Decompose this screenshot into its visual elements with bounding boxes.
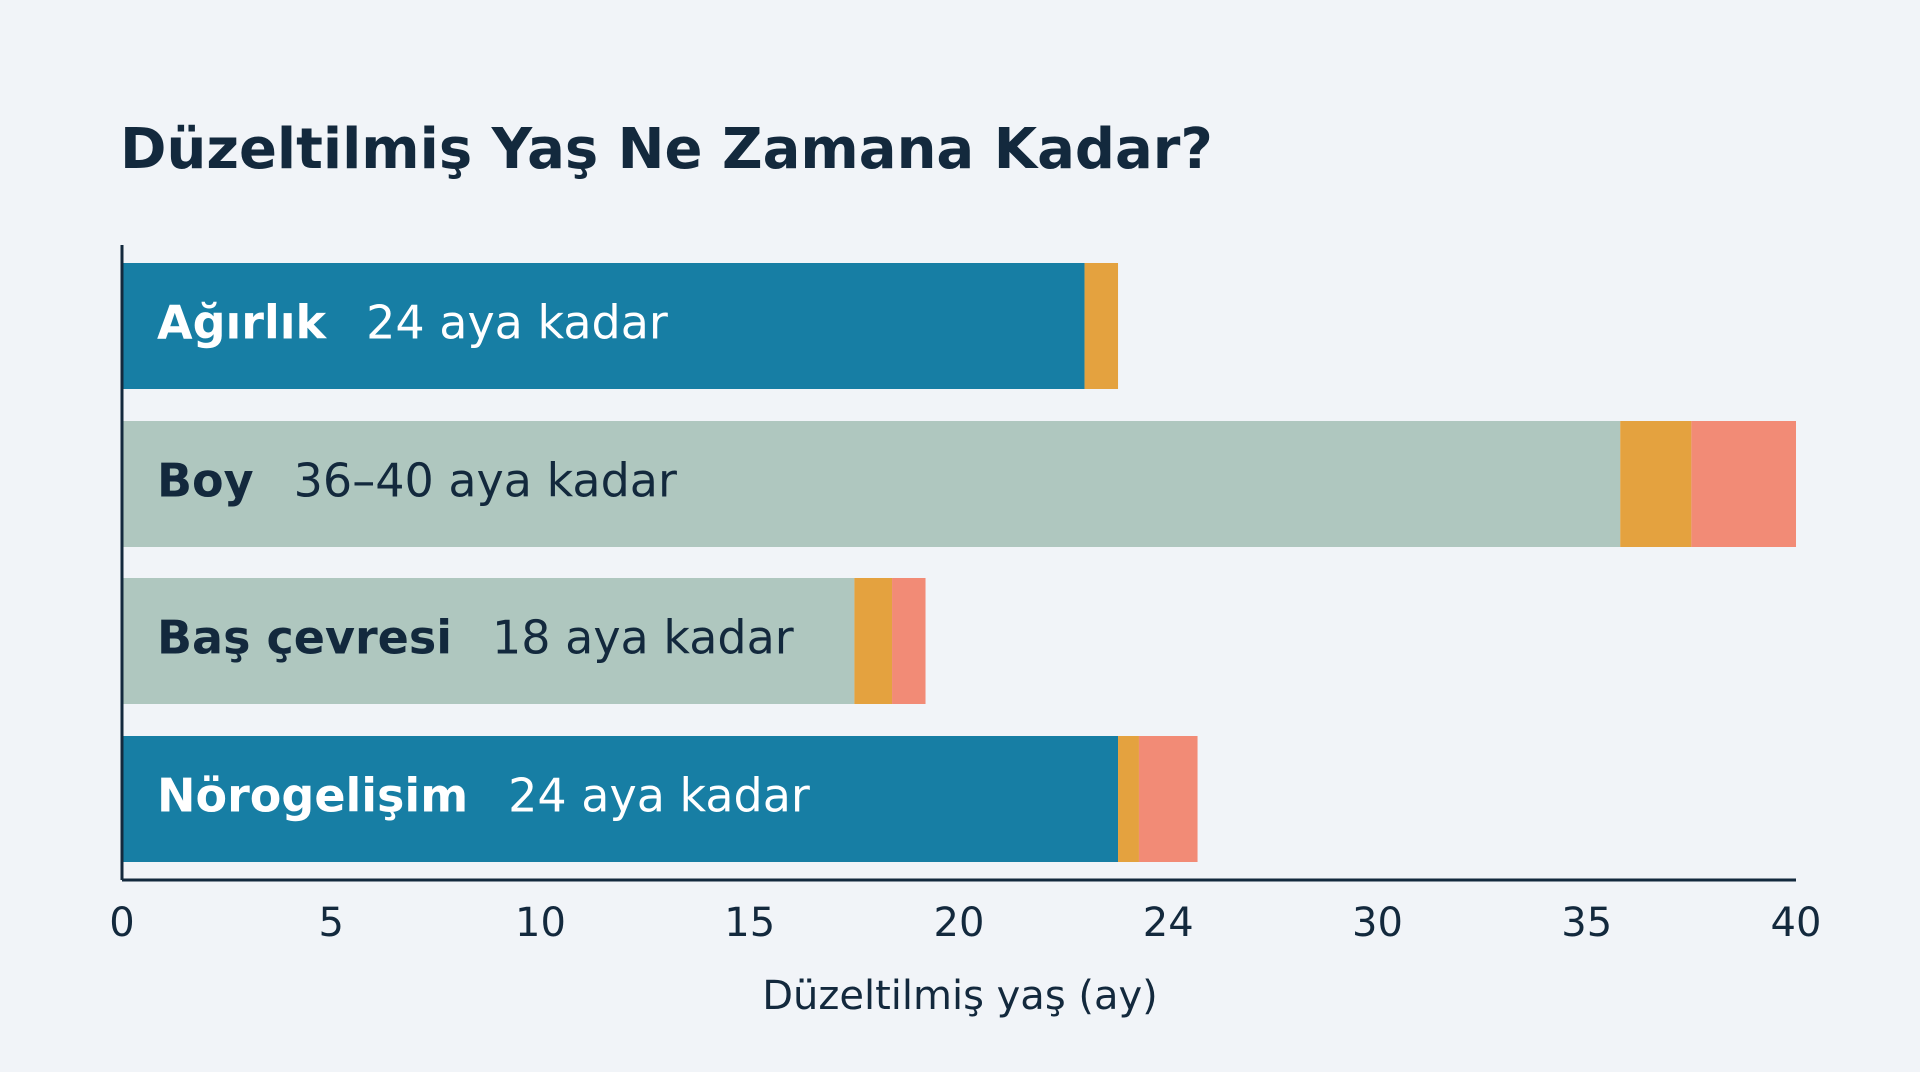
x-tick-label: 24: [1143, 900, 1194, 946]
category-label: Ağırlık: [157, 296, 328, 350]
bar-segment: [122, 421, 1621, 547]
x-tick-label: 20: [934, 900, 985, 946]
category-label: Baş çevresi: [157, 611, 452, 665]
bar-annotation: 24 aya kadar: [366, 296, 668, 350]
bar-segment: [892, 578, 926, 704]
bar-segment: [1691, 421, 1796, 547]
bar-segment: [122, 736, 1119, 862]
bar-annotation: 18 aya kadar: [492, 611, 794, 665]
category-label: Boy: [157, 454, 254, 508]
bar-segment: [122, 263, 1085, 389]
x-tick-label: 10: [515, 900, 566, 946]
x-axis-label: Düzeltilmiş yaş (ay): [762, 973, 1158, 1019]
x-tick-label: 5: [319, 900, 344, 946]
bar-segment: [122, 578, 855, 704]
x-tick-label: 40: [1771, 900, 1822, 946]
x-tick-label: 30: [1352, 900, 1403, 946]
bar-segment: [1084, 263, 1119, 389]
x-tick-label: 35: [1561, 900, 1612, 946]
bar-segment: [1138, 736, 1198, 862]
category-label: Nörogelişim: [157, 769, 468, 823]
bar-annotation: 24 aya kadar: [508, 769, 810, 823]
bar-annotation: 36–40 aya kadar: [294, 454, 677, 508]
x-tick-label: 0: [109, 900, 134, 946]
bar-segment: [854, 578, 893, 704]
bar-segment: [1118, 736, 1139, 862]
chart-title: Düzeltilmiş Yaş Ne Zamana Kadar?: [120, 117, 1213, 182]
x-tick-label: 15: [724, 900, 775, 946]
bar-segment: [1620, 421, 1692, 547]
